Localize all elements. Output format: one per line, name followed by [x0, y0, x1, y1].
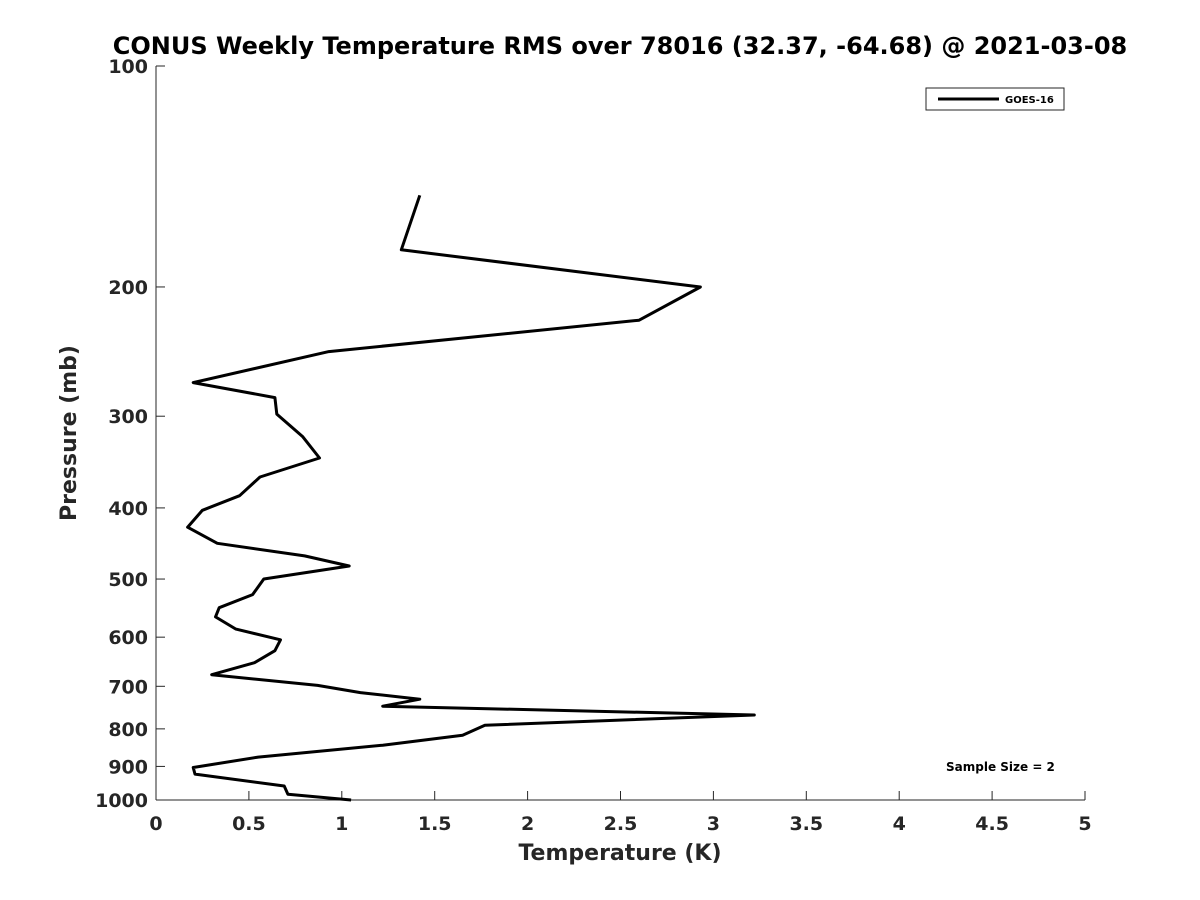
sample-size-annotation: Sample Size = 2 — [946, 760, 1055, 774]
y-tick-label: 100 — [108, 56, 148, 78]
y-tick-label: 900 — [108, 756, 148, 778]
x-tick-label: 2.5 — [604, 813, 638, 835]
y-ticks: 100 200 300 400 500 600 700 800 900 1000 — [95, 56, 165, 812]
x-axis-label: Temperature (K) — [518, 841, 721, 866]
x-tick-label: 3.5 — [789, 813, 823, 835]
y-tick-label: 200 — [108, 277, 148, 299]
series-line-goes-16 — [186, 194, 756, 802]
series-layer — [186, 194, 756, 802]
x-tick-label: 1 — [335, 813, 348, 835]
chart-title: CONUS Weekly Temperature RMS over 78016 … — [113, 32, 1127, 60]
x-tick-label: 4 — [893, 813, 906, 835]
x-tick-label: 4.5 — [975, 813, 1009, 835]
y-tick-label: 500 — [108, 569, 148, 591]
x-tick-label: 0 — [149, 813, 162, 835]
y-axis-label: Pressure (mb) — [57, 345, 82, 521]
legend: GOES-16 — [925, 87, 1065, 111]
axes: 0 0.5 1 1.5 2 2.5 3 3.5 4 4.5 5 100 200 300 400 500 600… — [95, 56, 1092, 835]
y-tick-label: 800 — [108, 719, 148, 741]
x-tick-label: 1.5 — [418, 813, 452, 835]
x-tick-label: 2 — [521, 813, 534, 835]
y-tick-label: 1000 — [95, 790, 148, 812]
legend-label: GOES-16 — [1005, 95, 1054, 106]
y-tick-label: 300 — [108, 406, 148, 428]
x-ticks: 0 0.5 1 1.5 2 2.5 3 3.5 4 4.5 5 — [149, 791, 1092, 835]
y-tick-label: 700 — [108, 676, 148, 698]
x-tick-label: 0.5 — [232, 813, 266, 835]
y-tick-label: 400 — [108, 498, 148, 520]
x-tick-label: 5 — [1078, 813, 1091, 835]
x-tick-label: 3 — [707, 813, 720, 835]
y-tick-label: 600 — [108, 627, 148, 649]
